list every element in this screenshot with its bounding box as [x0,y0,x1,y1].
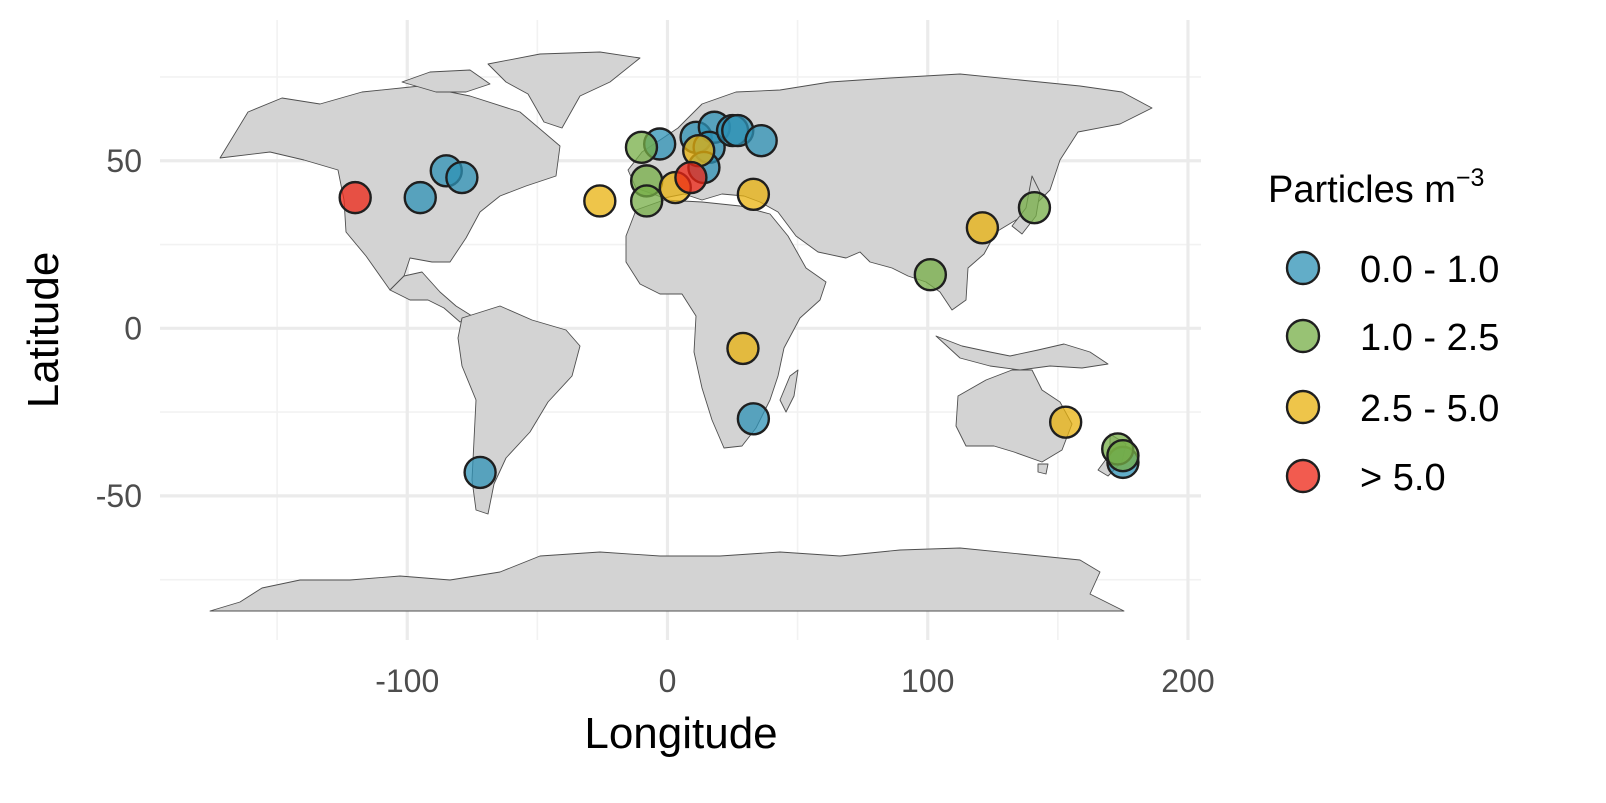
site-marker [744,123,778,158]
site-marker [736,177,771,211]
land-africa [625,199,827,449]
x-axis-title: Longitude [584,709,777,758]
x-tick-label: -100 [375,663,439,699]
site-marker [403,180,437,215]
legend-items: 0.0 - 1.0 1.0 - 2.5 2.5 - 5.0 > 5.0 [1285,249,1499,499]
legend-key [1285,458,1321,494]
land-tasmania [1037,463,1049,475]
legend-title-text: Particles m [1268,169,1456,211]
site-marker [629,184,664,218]
site-marker [1017,190,1052,225]
land-north-america [219,85,561,291]
site-marker [445,160,479,195]
site-marker [624,130,659,165]
land-madagascar [779,369,799,413]
land-greenland [487,51,641,129]
site-marker [1048,405,1083,439]
legend-key [1285,318,1321,354]
x-tick-label: 100 [901,663,954,699]
legend-key [1285,389,1321,425]
legend-label: 1.0 - 2.5 [1360,317,1499,359]
y-axis-ticks: 50 0 -50 [96,143,142,514]
y-tick-label: -50 [96,478,142,514]
site-marker [338,180,372,215]
site-marker [913,258,948,292]
y-tick-label: 0 [124,310,142,346]
map-panel: -100 0 100 200 50 0 -50 [96,20,1215,699]
x-tick-label: 0 [659,663,677,699]
land-arctic-islands [401,69,491,93]
y-tick-label: 50 [106,143,142,179]
land-antarctica [209,547,1125,612]
legend-title-superscript: −3 [1456,164,1485,192]
land-central-america [389,271,473,323]
site-marker [736,402,771,436]
legend-label: 0.0 - 1.0 [1360,249,1499,291]
site-marker [1106,438,1140,473]
legend-label: 2.5 - 5.0 [1360,388,1499,430]
site-marker [583,184,617,218]
site-marker [463,455,497,490]
x-axis-ticks: -100 0 100 200 [375,663,1214,699]
x-tick-label: 200 [1161,663,1214,699]
site-marker [965,211,1000,245]
site-marker [726,331,760,366]
sample-sites [338,110,1140,490]
y-axis-title: Latitude [19,252,68,409]
legend-label: > 5.0 [1360,457,1446,499]
legend-title: Particles m−3 [1268,164,1484,211]
site-marker [674,160,708,195]
legend: Particles m−3 0.0 - 1.0 1.0 - 2.5 2.5 - 5.… [1268,164,1499,499]
land-maritime-asia [935,335,1109,371]
legend-key [1285,250,1321,286]
